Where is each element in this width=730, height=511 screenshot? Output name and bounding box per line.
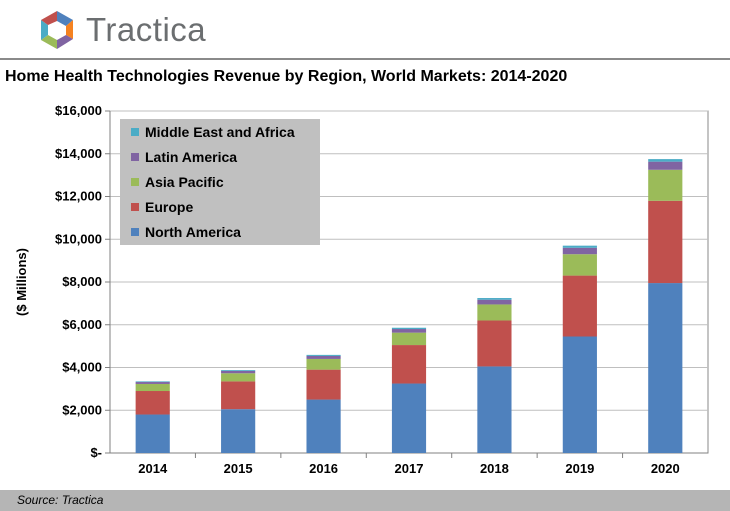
bar-latin-america-2016: [306, 355, 341, 359]
legend-label: Middle East and Africa: [145, 124, 295, 140]
legend-box: [120, 119, 320, 245]
bar-latin-america-2015: [221, 370, 256, 374]
x-tick-label: 2018: [480, 461, 509, 476]
y-tick-label: $14,000: [55, 146, 102, 161]
bar-asia-pacific-2016: [306, 358, 341, 370]
bar-asia-pacific-2015: [221, 373, 256, 382]
y-axis-title: ($ Millions): [14, 248, 29, 316]
bar-north-america-2020: [648, 283, 683, 453]
legend-label: Latin America: [145, 149, 237, 165]
bar-asia-pacific-2014: [135, 383, 170, 392]
bar-middle-east-and-africa-2020: [648, 159, 683, 162]
bar-north-america-2019: [562, 336, 597, 453]
bar-north-america-2015: [221, 409, 256, 453]
x-tick-label: 2015: [224, 461, 253, 476]
bar-north-america-2017: [391, 383, 427, 453]
bar-europe-2017: [391, 345, 427, 384]
bar-europe-2018: [477, 320, 512, 367]
header: Tractica: [0, 0, 730, 57]
bar-europe-2015: [221, 381, 256, 410]
y-tick-label: $12,000: [55, 189, 102, 204]
chart-title: Home Health Technologies Revenue by Regi…: [5, 68, 568, 85]
y-tick-label: $6,000: [62, 317, 102, 332]
bar-europe-2020: [648, 200, 683, 284]
bar-latin-america-2014: [135, 382, 170, 384]
bar-latin-america-2018: [477, 299, 512, 305]
x-tick-label: 2019: [565, 461, 594, 476]
x-tick-label: 2014: [138, 461, 168, 476]
bar-asia-pacific-2017: [391, 332, 427, 346]
bar-asia-pacific-2020: [648, 169, 683, 201]
stacked-bar-chart: $- $2,000 $4,000 $6,000 $8,000 $10,000 $12,000…: [14, 103, 709, 476]
bar-latin-america-2019: [562, 247, 597, 255]
y-tick-label: $16,000: [55, 103, 102, 118]
bar-middle-east-and-africa-2014: [135, 381, 170, 383]
legend-label: Europe: [145, 199, 193, 215]
y-tick-label: $2,000: [62, 402, 102, 417]
legend-swatch: [131, 203, 139, 211]
header-divider: [0, 58, 730, 60]
bar-north-america-2016: [306, 399, 341, 453]
bar-asia-pacific-2019: [562, 254, 597, 276]
y-tick-label: $4,000: [62, 360, 102, 375]
y-tick-label: $8,000: [62, 274, 102, 289]
bar-europe-2019: [562, 275, 597, 337]
bar-europe-2014: [135, 391, 170, 415]
legend-swatch: [131, 153, 139, 161]
bar-latin-america-2017: [391, 329, 427, 333]
bar-europe-2016: [306, 369, 341, 400]
y-tick-label: $-: [90, 445, 102, 460]
legend-label: Asia Pacific: [145, 174, 224, 190]
y-tick-label: $10,000: [55, 231, 102, 246]
x-tick-label: 2020: [651, 461, 680, 476]
legend-label: North America: [145, 224, 241, 240]
footer: Source: Tractica: [0, 490, 730, 511]
legend-swatch: [131, 178, 139, 186]
bar-middle-east-and-africa-2018: [477, 298, 512, 300]
x-tick-label: 2016: [309, 461, 338, 476]
bar-middle-east-and-africa-2015: [221, 370, 256, 371]
bar-middle-east-and-africa-2017: [391, 327, 427, 330]
bar-north-america-2018: [477, 366, 512, 453]
tractica-logo-icon: [41, 11, 73, 49]
x-tick-label: 2017: [395, 461, 424, 476]
bar-middle-east-and-africa-2016: [306, 354, 341, 356]
legend-swatch: [131, 228, 139, 236]
bar-north-america-2014: [135, 414, 170, 453]
bar-middle-east-and-africa-2019: [562, 245, 597, 248]
source-note: Source: Tractica: [17, 493, 104, 507]
brand-name: Tractica: [86, 11, 207, 48]
bar-asia-pacific-2018: [477, 304, 512, 321]
bar-latin-america-2020: [648, 161, 683, 170]
legend-swatch: [131, 128, 139, 136]
